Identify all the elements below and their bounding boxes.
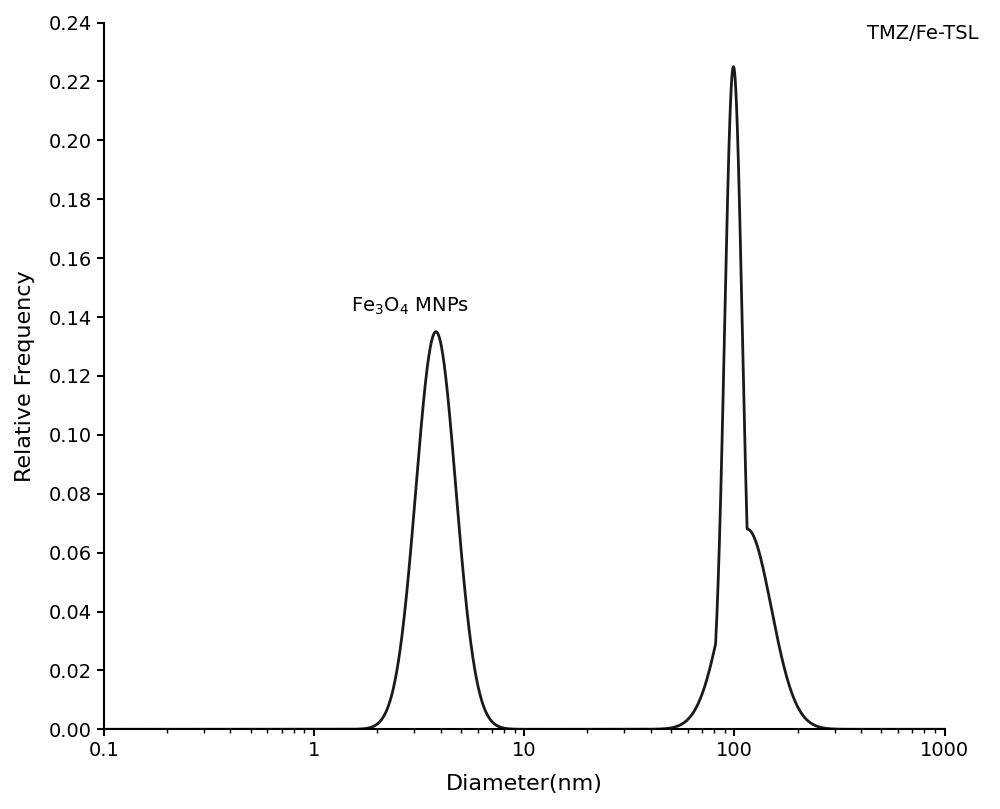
X-axis label: Diameter(nm): Diameter(nm) <box>446 774 603 794</box>
Text: Fe$_3$O$_4$ MNPs: Fe$_3$O$_4$ MNPs <box>351 296 469 317</box>
Text: TMZ/Fe-TSL: TMZ/Fe-TSL <box>867 24 979 43</box>
Y-axis label: Relative Frequency: Relative Frequency <box>15 270 35 481</box>
